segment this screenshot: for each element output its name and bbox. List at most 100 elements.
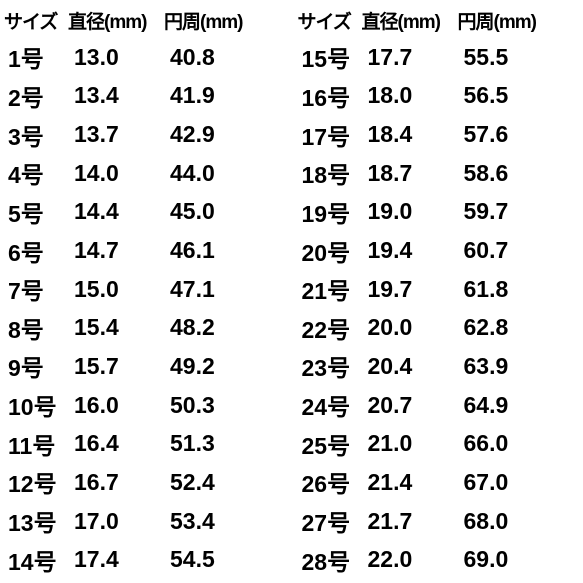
table-row: 10号16.050.3 [2,386,288,425]
cell-diameter: 15.4 [74,314,152,341]
cell-circumference: 63.9 [446,353,582,380]
cell-diameter: 17.4 [74,546,152,573]
table-row: 11号16.451.3 [2,424,288,463]
cell-size: 17号 [296,118,368,152]
cell-diameter: 16.7 [74,469,152,496]
cell-circumference: 67.0 [446,469,582,496]
table-row: 3号13.742.9 [2,115,288,154]
table-row: 23号20.463.9 [296,347,582,386]
cell-size: 27号 [296,504,368,538]
cell-size: 3号 [2,118,74,152]
cell-size: 18号 [296,156,368,190]
cell-circumference: 42.9 [152,121,288,148]
cell-circumference: 54.5 [152,546,288,573]
table-row: 9号15.749.2 [2,347,288,386]
header-circumference: 円周(mm) [164,7,272,34]
cell-circumference: 58.6 [446,160,582,187]
right-rows: 15号17.755.516号18.056.517号18.457.618号18.7… [296,38,582,579]
cell-circumference: 64.9 [446,392,582,419]
cell-size: 9号 [2,349,74,383]
table-row: 22号20.062.8 [296,308,582,347]
cell-circumference: 41.9 [152,82,288,109]
header-diameter: 直径(mm) [362,7,458,34]
cell-size: 21号 [296,272,368,306]
cell-circumference: 52.4 [152,469,288,496]
cell-diameter: 20.4 [368,353,446,380]
cell-diameter: 13.4 [74,82,152,109]
cell-diameter: 19.4 [368,237,446,264]
cell-size: 13号 [2,504,74,538]
cell-circumference: 46.1 [152,237,288,264]
cell-size: 5号 [2,195,74,229]
cell-size: 1号 [2,40,74,74]
table-row: 21号19.761.8 [296,270,582,309]
table-row: 19号19.059.7 [296,193,582,232]
cell-circumference: 47.1 [152,276,288,303]
cell-size: 22号 [296,311,368,345]
cell-diameter: 21.4 [368,469,446,496]
cell-diameter: 15.7 [74,353,152,380]
table-row: 8号15.448.2 [2,308,288,347]
cell-diameter: 14.0 [74,160,152,187]
cell-size: 6号 [2,234,74,268]
left-column: サイズ 直径(mm) 円周(mm) 1号13.040.82号13.441.93号… [2,4,288,579]
cell-size: 19号 [296,195,368,229]
cell-size: 2号 [2,79,74,113]
table-row: 28号22.069.0 [296,540,582,579]
cell-size: 26号 [296,465,368,499]
size-chart: サイズ 直径(mm) 円周(mm) 1号13.040.82号13.441.93号… [0,0,583,583]
cell-circumference: 57.6 [446,121,582,148]
cell-size: 11号 [2,427,74,461]
table-row: 6号14.746.1 [2,231,288,270]
cell-circumference: 55.5 [446,44,582,71]
cell-size: 25号 [296,427,368,461]
cell-size: 15号 [296,40,368,74]
cell-size: 7号 [2,272,74,306]
table-row: 1号13.040.8 [2,38,288,77]
cell-circumference: 68.0 [446,508,582,535]
cell-size: 10号 [2,388,74,422]
cell-size: 20号 [296,234,368,268]
table-row: 7号15.047.1 [2,270,288,309]
cell-circumference: 66.0 [446,430,582,457]
right-column: サイズ 直径(mm) 円周(mm) 15号17.755.516号18.056.5… [296,4,582,579]
cell-size: 12号 [2,465,74,499]
table-row: 12号16.752.4 [2,463,288,502]
cell-circumference: 48.2 [152,314,288,341]
cell-circumference: 49.2 [152,353,288,380]
cell-circumference: 62.8 [446,314,582,341]
cell-size: 14号 [2,543,74,577]
table-row: 13号17.053.4 [2,502,288,541]
cell-circumference: 45.0 [152,198,288,225]
cell-size: 4号 [2,156,74,190]
cell-diameter: 22.0 [368,546,446,573]
cell-diameter: 18.4 [368,121,446,148]
cell-circumference: 50.3 [152,392,288,419]
header-diameter: 直径(mm) [68,7,164,34]
cell-diameter: 14.7 [74,237,152,264]
cell-size: 24号 [296,388,368,422]
table-row: 25号21.066.0 [296,424,582,463]
table-row: 18号18.758.6 [296,154,582,193]
cell-circumference: 53.4 [152,508,288,535]
header-size: サイズ [2,7,68,34]
cell-diameter: 21.0 [368,430,446,457]
left-rows: 1号13.040.82号13.441.93号13.742.94号14.044.0… [2,38,288,579]
header-circumference: 円周(mm) [458,7,566,34]
column-header: サイズ 直径(mm) 円周(mm) [2,4,288,36]
table-row: 4号14.044.0 [2,154,288,193]
cell-diameter: 21.7 [368,508,446,535]
cell-diameter: 19.7 [368,276,446,303]
cell-diameter: 13.7 [74,121,152,148]
table-row: 24号20.764.9 [296,386,582,425]
cell-diameter: 13.0 [74,44,152,71]
cell-circumference: 56.5 [446,82,582,109]
cell-circumference: 40.8 [152,44,288,71]
header-size: サイズ [296,7,362,34]
cell-circumference: 44.0 [152,160,288,187]
table-row: 2号13.441.9 [2,77,288,116]
cell-size: 16号 [296,79,368,113]
cell-circumference: 60.7 [446,237,582,264]
table-row: 14号17.454.5 [2,540,288,579]
table-row: 5号14.445.0 [2,193,288,232]
